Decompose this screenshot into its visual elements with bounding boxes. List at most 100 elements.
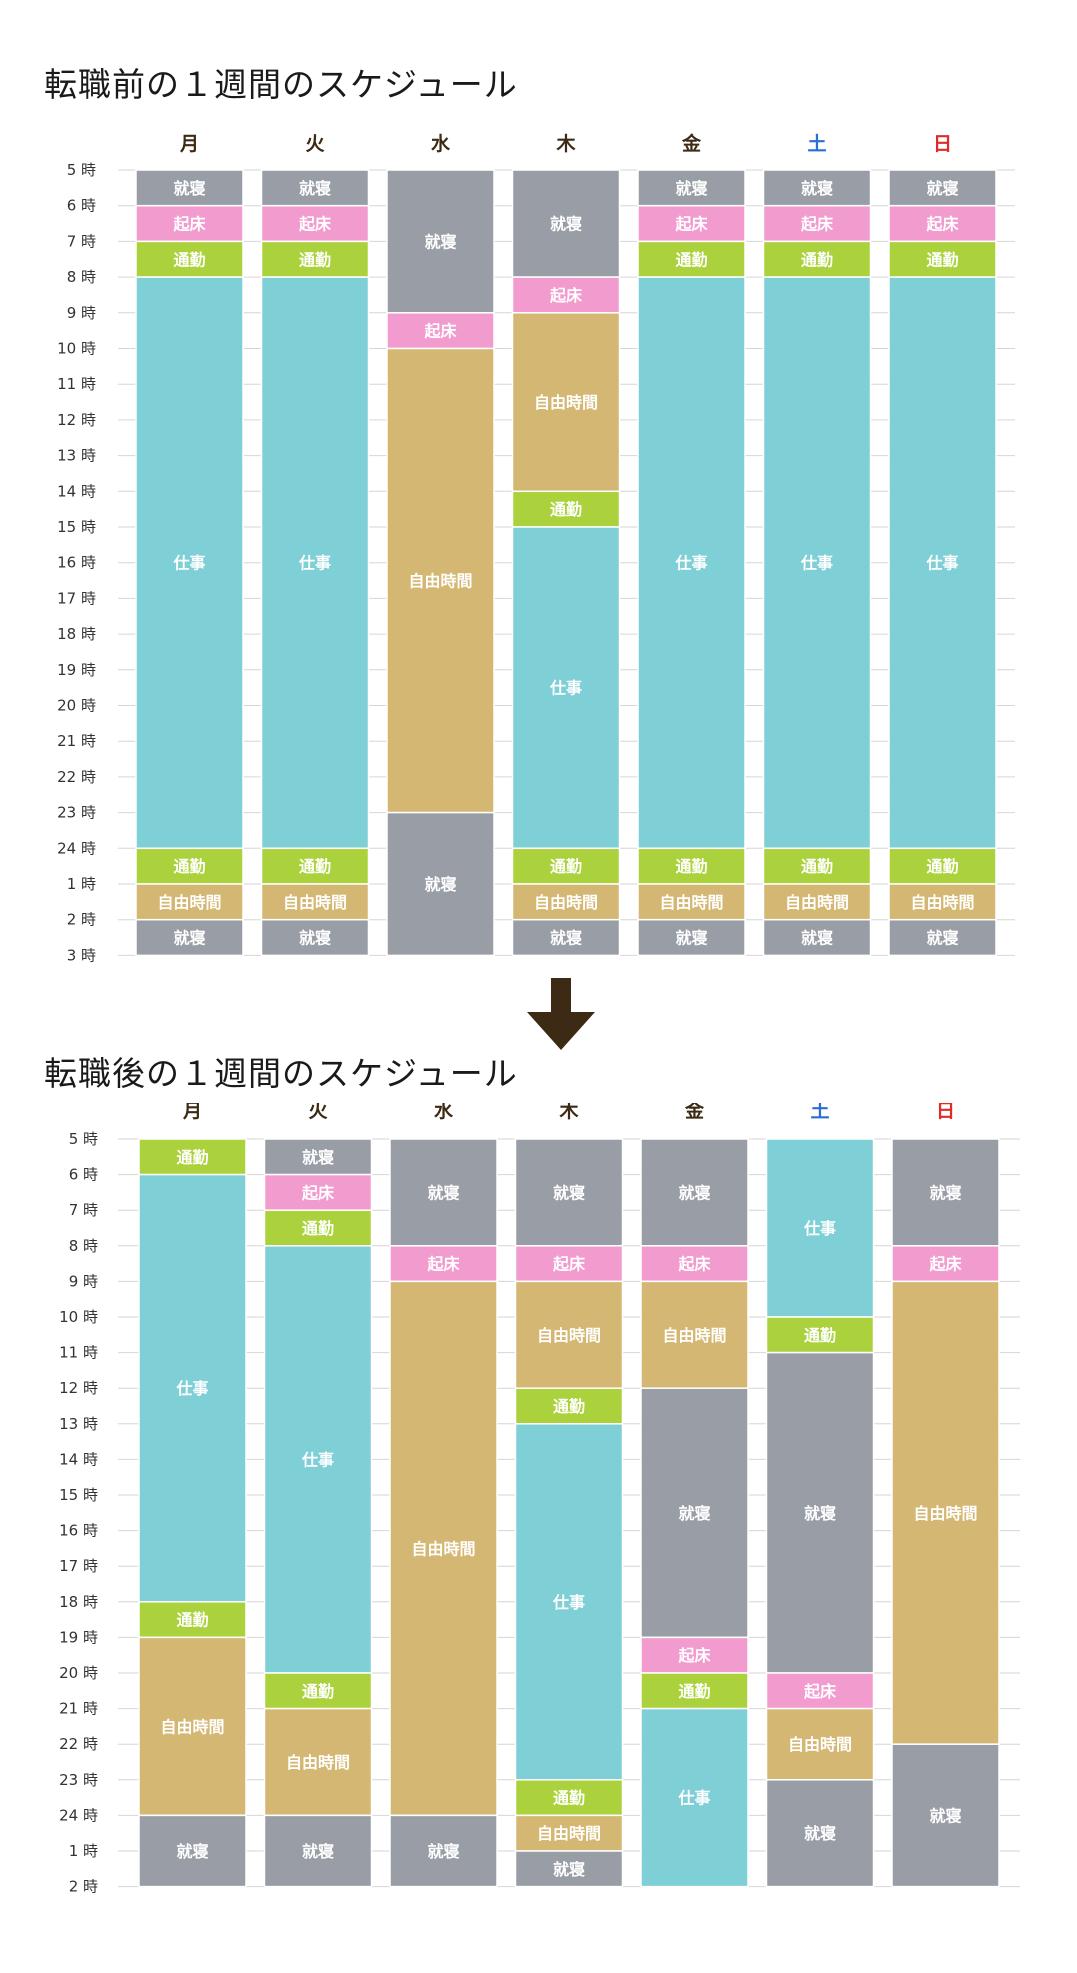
block-label: 就寝 bbox=[926, 179, 958, 198]
block-label: 通勤 bbox=[926, 250, 958, 269]
hour-tick-label: 7 時 bbox=[69, 1201, 98, 1219]
block-label: 起床 bbox=[803, 1682, 837, 1701]
block-label: 自由時間 bbox=[408, 572, 472, 591]
block-label: 通勤 bbox=[176, 1148, 208, 1167]
block-label: 就寝 bbox=[424, 875, 456, 894]
block-label: 通勤 bbox=[302, 1219, 334, 1238]
block-free-time bbox=[511, 883, 621, 921]
hour-tick-label: 22 時 bbox=[59, 1735, 98, 1753]
block-sleep bbox=[386, 811, 495, 957]
block-label: 起床 bbox=[800, 215, 834, 234]
hour-tick-label: 8 時 bbox=[67, 268, 96, 286]
block-label: 自由時間 bbox=[283, 893, 347, 912]
block-label: 通勤 bbox=[173, 250, 205, 269]
block-sleep bbox=[888, 169, 997, 207]
hour-tick-label: 16 時 bbox=[57, 554, 96, 572]
block-sleep bbox=[888, 918, 997, 957]
day-header: 月 bbox=[179, 133, 199, 155]
day-header: 木 bbox=[555, 132, 576, 155]
block-label: 通勤 bbox=[801, 857, 833, 876]
block-commute bbox=[263, 1209, 373, 1247]
block-label: 就寝 bbox=[176, 1842, 208, 1861]
block-label: 起床 bbox=[423, 322, 457, 341]
block-label: 仕事 bbox=[175, 1379, 208, 1398]
block-wake-up bbox=[260, 204, 370, 243]
hour-tick-label: 24 時 bbox=[59, 1806, 98, 1824]
block-label: 自由時間 bbox=[913, 1504, 977, 1523]
hour-tick-label: 15 時 bbox=[59, 1486, 98, 1504]
block-label: 通勤 bbox=[675, 857, 707, 876]
block-label: 仕事 bbox=[677, 1789, 710, 1808]
block-label: 就寝 bbox=[678, 1183, 710, 1202]
block-label: 通勤 bbox=[299, 250, 331, 269]
block-label: 就寝 bbox=[929, 1806, 961, 1825]
block-label: 就寝 bbox=[550, 215, 582, 234]
block-commute bbox=[888, 240, 997, 278]
block-free-time bbox=[514, 1280, 624, 1389]
block-label: 起床 bbox=[549, 286, 583, 305]
block-label: 自由時間 bbox=[788, 1735, 852, 1754]
block-commute bbox=[888, 847, 997, 885]
block-label: 通勤 bbox=[804, 1326, 836, 1345]
block-sleep bbox=[260, 918, 370, 957]
block-sleep bbox=[263, 1138, 373, 1176]
hour-tick-label: 19 時 bbox=[59, 1628, 98, 1646]
chart-title-before: 転職前の１週間のスケジュール bbox=[44, 65, 518, 104]
block-label: 仕事 bbox=[552, 1593, 585, 1612]
hour-tick-label: 20 時 bbox=[57, 697, 96, 715]
block-sleep bbox=[765, 1779, 875, 1888]
block-commute bbox=[762, 240, 872, 278]
block-label: 自由時間 bbox=[785, 893, 849, 912]
block-free-time bbox=[386, 347, 495, 814]
block-commute bbox=[514, 1387, 624, 1425]
block-label: 通勤 bbox=[926, 857, 958, 876]
block-label: 就寝 bbox=[929, 1183, 961, 1202]
day-header: 木 bbox=[558, 1103, 579, 1122]
block-label: 就寝 bbox=[678, 1504, 710, 1523]
block-free-time bbox=[514, 1814, 624, 1852]
hour-tick-label: 8 時 bbox=[69, 1237, 98, 1255]
hour-tick-label: 6 時 bbox=[67, 197, 96, 215]
block-sleep bbox=[511, 169, 621, 278]
schedule-chart-before: 5 時 6 時 7 時 8 時 9 時 10 時 11 時 12 時 13 時 14 時 15 時 1… bbox=[57, 132, 1015, 964]
hour-tick-label: 1 時 bbox=[69, 1842, 98, 1860]
block-label: 自由時間 bbox=[411, 1539, 475, 1558]
hour-tick-label: 3 時 bbox=[67, 946, 96, 964]
day-header: 火 bbox=[308, 1103, 328, 1122]
block-sleep bbox=[640, 1387, 749, 1639]
schedule-chart-after: 5 時 6 時 7 時 8 時 9 時 10 時 11 時 12 時 13 時 14 時 15 時 1… bbox=[59, 1103, 1020, 1896]
day-header: 土 bbox=[810, 1103, 829, 1122]
day-header: 月 bbox=[182, 1103, 202, 1122]
block-sleep bbox=[640, 1138, 749, 1247]
block-label: 起床 bbox=[172, 215, 206, 234]
block-label: 就寝 bbox=[550, 929, 582, 948]
hour-tick-label: 19 時 bbox=[57, 661, 96, 679]
block-work bbox=[260, 276, 370, 850]
day-header: 火 bbox=[305, 133, 325, 155]
block-label: 通勤 bbox=[302, 1682, 334, 1701]
block-label: 自由時間 bbox=[537, 1824, 601, 1843]
hour-tick-label: 20 時 bbox=[59, 1664, 98, 1682]
block-commute bbox=[263, 1672, 373, 1710]
block-label: 仕事 bbox=[549, 679, 582, 698]
block-label: 起床 bbox=[301, 1183, 335, 1202]
hour-tick-label: 13 時 bbox=[59, 1415, 98, 1433]
block-wake-up bbox=[762, 204, 872, 243]
block-label: 仕事 bbox=[172, 554, 205, 573]
block-label: 起床 bbox=[925, 215, 959, 234]
block-commute bbox=[138, 1138, 247, 1176]
hour-tick-label: 21 時 bbox=[59, 1700, 98, 1718]
block-label: 通勤 bbox=[553, 1397, 585, 1416]
hour-tick-label: 15 時 bbox=[57, 518, 96, 536]
block-label: 就寝 bbox=[424, 232, 456, 251]
block-free-time bbox=[389, 1280, 498, 1817]
block-label: 通勤 bbox=[550, 500, 582, 519]
block-label: 通勤 bbox=[675, 250, 707, 269]
block-sleep bbox=[891, 1743, 1000, 1888]
block-work bbox=[762, 276, 872, 850]
block-free-time bbox=[888, 883, 997, 921]
hour-tick-label: 23 時 bbox=[59, 1771, 98, 1789]
block-commute bbox=[138, 1601, 247, 1639]
block-work bbox=[637, 276, 746, 850]
block-sleep bbox=[135, 918, 244, 957]
